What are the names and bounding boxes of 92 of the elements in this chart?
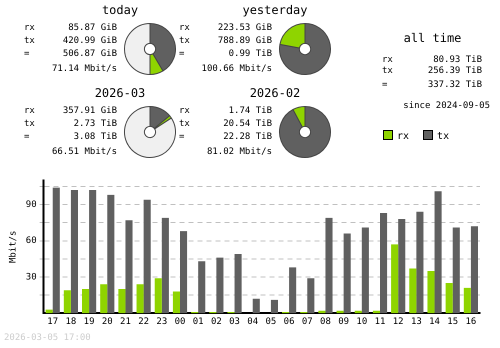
x-tick-label: 22 [138,316,150,327]
x-tick-label: 10 [356,316,368,327]
y-tick-label: 60 [26,236,37,246]
x-tick-label: 18 [65,316,76,327]
x-tick-label: 12 [392,316,404,327]
bar [180,231,188,314]
x-tick-label: 20 [102,316,113,327]
x-tick-label: 15 [447,316,458,327]
x-tick-label: 01 [192,316,204,327]
bar [162,218,169,314]
bar [289,267,296,314]
x-tick-label: 07 [302,316,313,327]
bar [452,227,460,314]
bar [216,258,224,314]
x-tick-label: 19 [84,316,95,327]
text: tx 788.89 GiB [179,36,272,46]
bar [118,289,126,314]
bar [434,191,442,314]
bar [89,190,96,314]
bar [416,212,424,314]
bar [107,194,114,314]
bar [100,284,108,314]
bar [252,298,260,314]
bar [144,200,151,314]
bar [446,283,453,314]
x-tick-label: 08 [320,316,331,327]
y-tick-label: 90 [26,200,37,210]
text: tx 20.54 TiB [179,119,272,129]
text: rx 85.87 GiB [24,23,117,33]
bar [154,278,162,314]
bar [198,261,206,314]
text: rx 80.93 TiB [382,55,482,65]
bar [82,289,90,314]
text: 71.14 Mbit/s [52,64,117,74]
chart-title: today [100,3,140,17]
bar [70,190,78,314]
bar [270,300,278,314]
x-tick-label: 11 [374,316,386,327]
y-tick-label: 30 [26,272,37,282]
x-tick-label: 13 [410,316,422,327]
text: = 506.87 GiB [24,49,117,59]
bar [409,268,416,314]
x-tick-label: 04 [247,316,258,327]
text: = 0.99 TiB [179,49,272,59]
x-tick-label: 14 [429,316,440,327]
bar [64,290,71,314]
x-tick-label: 03 [229,316,240,327]
bar [464,288,471,314]
bar [136,284,144,314]
x-tick-label: 17 [47,316,58,327]
bar [46,310,53,314]
x-tick-label: 09 [338,316,350,327]
text: 81.02 Mbit/s [206,147,272,157]
y-axis-title: Mbit/s [8,230,19,264]
bar [380,212,388,314]
bar [362,227,369,314]
text: all time [402,31,462,45]
bar [427,270,435,314]
legend-label: tx [437,131,450,142]
chart-title: yesterday [241,3,309,17]
text: rx 1.74 TiB [179,106,272,116]
text: tx 256.39 TiB [382,66,482,76]
text: rx 223.53 GiB [179,23,272,33]
bar [325,218,333,314]
text: since 2024-09-05 [403,101,490,111]
x-tick-label: 02 [210,316,222,327]
bar [398,219,406,314]
x-tick-label: 05 [265,316,276,327]
bar [52,188,60,314]
bar [234,254,242,314]
text: 66.51 Mbit/s [52,147,117,157]
bar [470,226,478,314]
bar [344,234,351,314]
x-tick-label: 23 [156,316,168,327]
text: tx 2.73 TiB [24,119,117,129]
legend-label: rx [397,131,410,142]
text: 100.66 Mbit/s [202,64,272,74]
text: rx 357.91 GiB [24,106,117,116]
bar [125,220,133,314]
bar [391,244,398,314]
text: = 22.28 TiB [179,132,272,142]
x-tick-label: 06 [284,316,295,327]
chart-title: 2026-03 [94,86,146,100]
x-tick-label: 21 [120,316,131,327]
chart-title: 2026-02 [248,86,302,100]
bar [172,291,180,314]
bar [307,278,314,314]
x-tick-label: 00 [174,316,186,327]
text: = 3.08 TiB [24,132,117,142]
text: = 337.32 TiB [382,80,482,90]
x-tick-label: 16 [465,316,476,327]
text: tx 420.99 GiB [24,36,117,46]
